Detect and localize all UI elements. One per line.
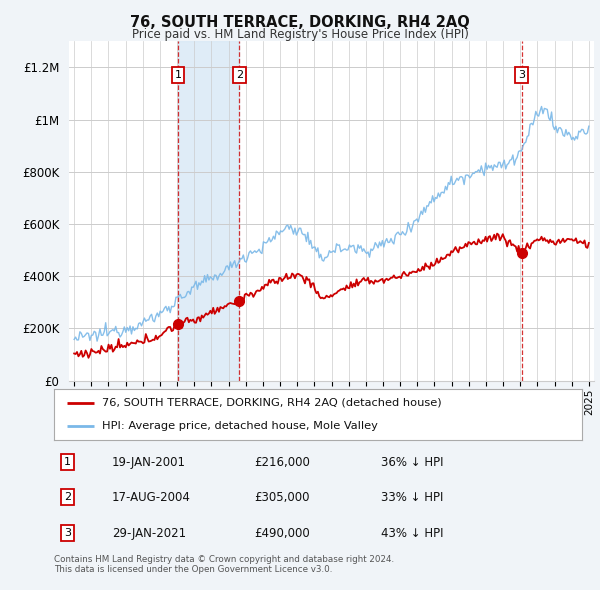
Text: £216,000: £216,000 xyxy=(254,455,311,468)
Text: 17-AUG-2004: 17-AUG-2004 xyxy=(112,490,191,504)
Text: HPI: Average price, detached house, Mole Valley: HPI: Average price, detached house, Mole… xyxy=(101,421,377,431)
Bar xyxy=(178,41,239,381)
Text: 3: 3 xyxy=(64,528,71,538)
Text: 36% ↓ HPI: 36% ↓ HPI xyxy=(382,455,444,468)
Text: £305,000: £305,000 xyxy=(254,490,310,504)
Text: 1: 1 xyxy=(64,457,71,467)
Text: £490,000: £490,000 xyxy=(254,527,310,540)
Text: 76, SOUTH TERRACE, DORKING, RH4 2AQ: 76, SOUTH TERRACE, DORKING, RH4 2AQ xyxy=(130,15,470,30)
Text: 19-JAN-2001: 19-JAN-2001 xyxy=(112,455,186,468)
Text: 76, SOUTH TERRACE, DORKING, RH4 2AQ (detached house): 76, SOUTH TERRACE, DORKING, RH4 2AQ (det… xyxy=(101,398,441,408)
Text: 3: 3 xyxy=(518,70,525,80)
Text: 33% ↓ HPI: 33% ↓ HPI xyxy=(382,490,444,504)
Text: This data is licensed under the Open Government Licence v3.0.: This data is licensed under the Open Gov… xyxy=(54,565,332,573)
Text: 29-JAN-2021: 29-JAN-2021 xyxy=(112,527,186,540)
Text: 43% ↓ HPI: 43% ↓ HPI xyxy=(382,527,444,540)
Text: 1: 1 xyxy=(175,70,181,80)
Text: Contains HM Land Registry data © Crown copyright and database right 2024.: Contains HM Land Registry data © Crown c… xyxy=(54,555,394,563)
Text: Price paid vs. HM Land Registry's House Price Index (HPI): Price paid vs. HM Land Registry's House … xyxy=(131,28,469,41)
Text: 2: 2 xyxy=(64,492,71,502)
Text: 2: 2 xyxy=(236,70,243,80)
